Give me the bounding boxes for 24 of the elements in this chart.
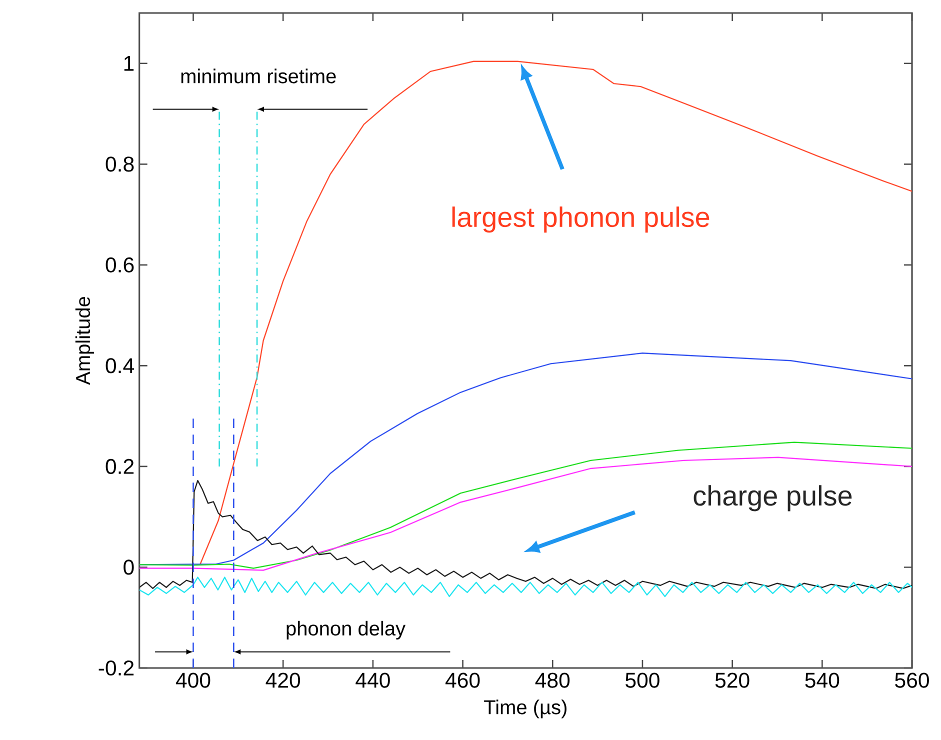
y-tick-label: 0.2 [106, 458, 134, 474]
y-tick-label: 0 [124, 560, 134, 575]
annotation: charge pulse [694, 485, 852, 512]
line-series [139, 480, 912, 589]
y-tick-label: 1 [124, 56, 134, 71]
y-tick-label: 0.4 [106, 358, 134, 374]
x-tick-label: 500 [626, 672, 660, 688]
x-tick-label: 460 [445, 672, 480, 688]
y-tick-label: 0.6 [106, 257, 134, 272]
x-tick-label: 480 [535, 672, 570, 688]
x-tick-label: 560 [895, 672, 929, 688]
y-axis-title: Amplitude [75, 296, 94, 385]
y-tick-label: 0.8 [106, 156, 134, 172]
annotation: largest phonon pulse [452, 206, 710, 233]
line-series [139, 576, 912, 598]
x-tick-label: 420 [266, 672, 300, 688]
y-tick-label: -0.2 [98, 660, 134, 676]
x-tick-label: 540 [805, 672, 840, 688]
annotation: phonon delay [286, 620, 406, 640]
x-tick-label: 400 [176, 672, 210, 688]
x-axis-title: Time (µs) [484, 700, 566, 718]
x-tick-label: 440 [356, 672, 390, 688]
x-tick-label: 520 [715, 672, 750, 688]
annotation: minimum risetime [181, 68, 336, 84]
